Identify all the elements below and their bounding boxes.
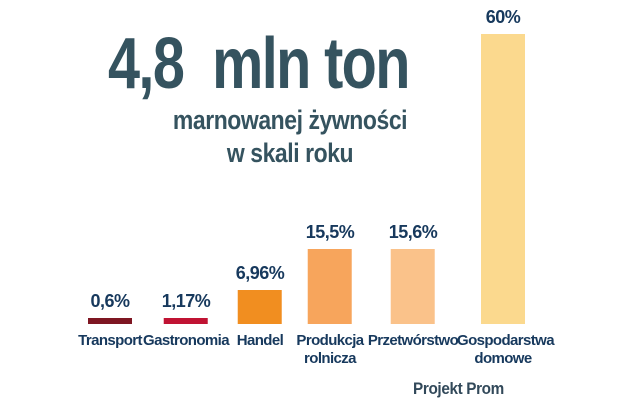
bar-category-label: Gospodarstwa domowe [457,332,555,367]
subtitle-line-2: w skali roku [226,138,354,168]
bar-column: 1,17% Gastronomia [143,291,230,349]
bar-value-label: 15,5% [305,222,355,242]
bar-gastronomia [163,318,208,324]
headline: 4,8 mln ton [108,28,410,100]
bar-value-label: 0,6% [90,291,130,311]
headline-unit: mln ton [212,24,410,104]
bar-gospodarstwa-domowe [481,34,525,324]
headline-subtitle: marnowanej żywności w skali roku [137,104,443,170]
bar-value-label: 60% [485,7,521,27]
bar-value-label: 1,17% [161,291,211,311]
bar-category-label: Handel [236,332,284,349]
bar-column: 0,6% Transport [78,291,142,349]
bar-handel [237,290,282,324]
bar-category-label: Produkcja rolnicza [296,332,364,367]
bar-value-label: 6,96% [235,263,285,283]
headline-number: 4,8 [108,24,185,104]
bar-column: 60% Gospodarstwa domowe [457,7,555,367]
bar-produkcja-rolnicza [307,249,352,324]
bar-column: 6,96% Handel [235,263,285,349]
bar-category-label: Transport [78,332,142,349]
bar-transport [88,318,132,324]
bar-category-label: Gastronomia [143,332,230,349]
bar-przetwórstwo [390,249,435,324]
bar-value-label: 15,6% [388,222,438,242]
bar-column: 15,5% Produkcja rolnicza [296,222,364,367]
bar-column: 15,6% Przetwórstwo [368,222,459,349]
bar-category-label: Przetwórstwo [367,332,459,349]
source-credit: Projekt Prom [413,379,504,398]
subtitle-line-1: marnowanej żywności [172,105,408,135]
